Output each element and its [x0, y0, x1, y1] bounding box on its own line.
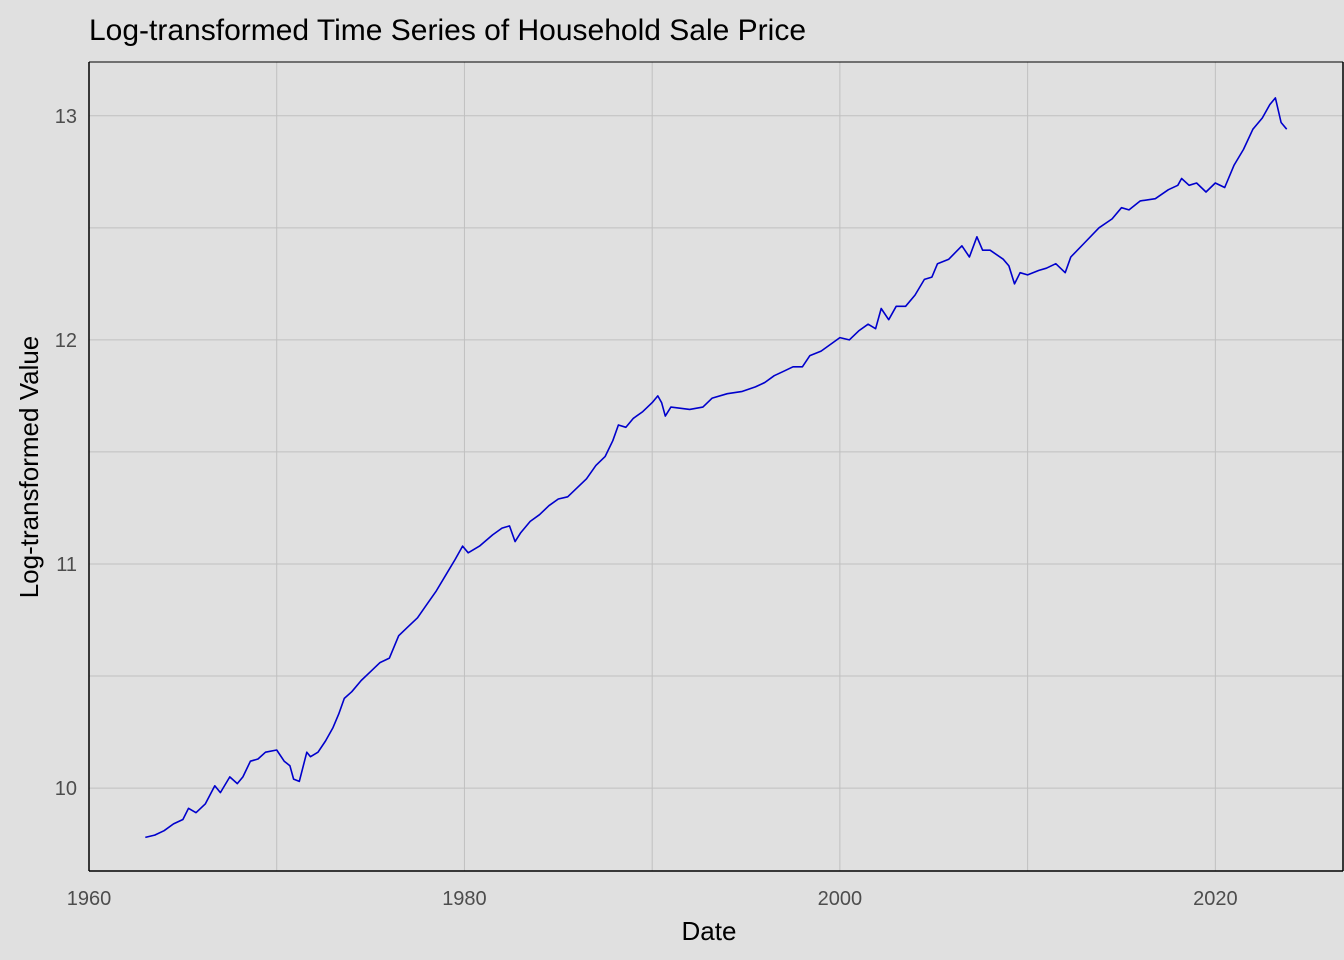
tick-labels: 1960 1980 2000 2020 10 11 12 13: [55, 106, 1238, 910]
axes: [88, 61, 1344, 872]
series-line-0: [145, 97, 1288, 839]
y-tick-label: 12: [55, 330, 77, 352]
y-axis-title: Log-transformed Value: [14, 336, 44, 599]
y-tick-label: 13: [55, 106, 77, 128]
x-tick-label: 2000: [818, 888, 863, 910]
x-tick-label: 1960: [67, 888, 112, 910]
y-tick-label: 10: [55, 778, 77, 800]
series-layer: [145, 97, 1288, 839]
y-tick-label: 11: [56, 554, 77, 576]
chart-title: Log-transformed Time Series of Household…: [89, 14, 806, 47]
x-tick-label: 2020: [1193, 888, 1238, 910]
grid-lines: [88, 62, 1343, 871]
x-tick-label: 1980: [442, 888, 487, 910]
x-axis-title: Date: [682, 916, 737, 946]
